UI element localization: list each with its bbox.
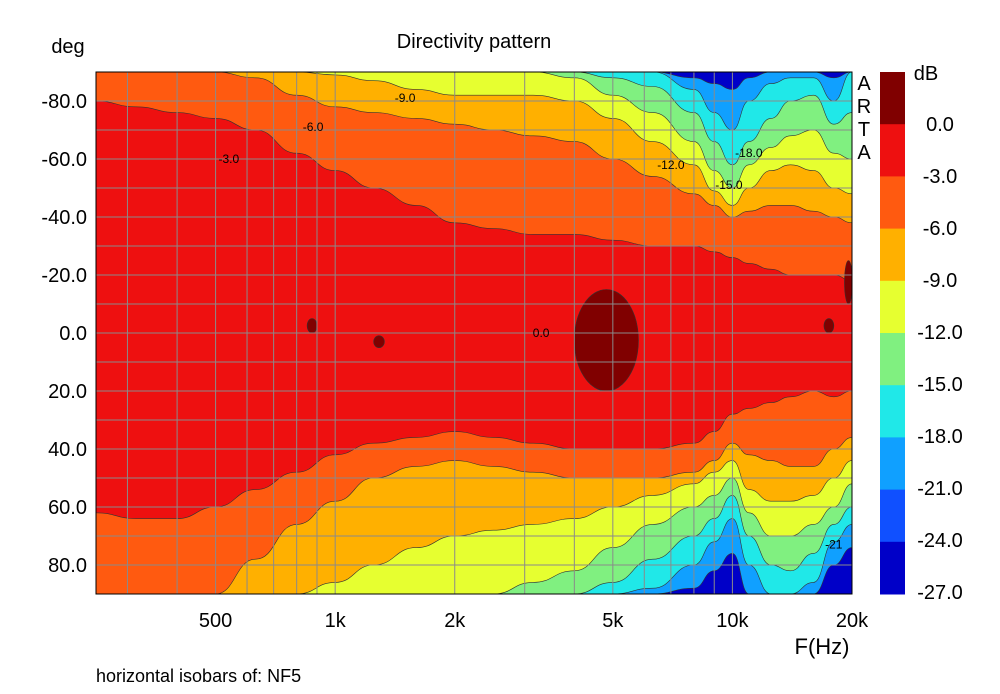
contour-labels: -9.0 -6.0 -3.0 -12.0 -18.0 -15.0 0.0 -21 [219, 91, 843, 552]
contour-label: -18.0 [735, 146, 763, 160]
x-tick-labels: 500 1k 2k 5k 10k 20k [199, 610, 869, 632]
peak-region-4 [844, 260, 852, 305]
colorbar-unit: dB [914, 63, 938, 85]
chart-title: Directivity pattern [397, 31, 552, 53]
plot-frame [95, 71, 853, 595]
contour-label: -6.0 [303, 120, 324, 134]
y-tick-labels: -80.0 -60.0 -40.0 -20.0 0.0 20.0 40.0 60.0 80.0 [41, 91, 87, 577]
x-tick-label: 1k [325, 610, 347, 632]
y-tick-label: 0.0 [59, 323, 87, 345]
peak-region-1 [306, 318, 318, 334]
x-tick-label: 10k [716, 610, 749, 632]
y-tick-label: 40.0 [48, 439, 87, 461]
watermark-letter: A [857, 142, 871, 164]
peak-region-2 [373, 335, 385, 349]
y-tick-label: -60.0 [41, 149, 87, 171]
y-tick-label: 80.0 [48, 555, 87, 577]
contour-label: -15.0 [715, 178, 743, 192]
contour-label: -3.0 [219, 152, 240, 166]
contour-label: 0.0 [533, 326, 550, 340]
x-tick-label: 20k [836, 610, 869, 632]
x-axis-label: F(Hz) [795, 634, 850, 659]
x-tick-label: 2k [444, 610, 466, 632]
colorbar-swatch [880, 72, 905, 125]
y-axis-label: deg [51, 36, 84, 58]
watermark-letter: R [857, 96, 871, 118]
colorbar-tick-label: -12.0 [917, 322, 963, 344]
contour-label: -9.0 [395, 91, 416, 105]
colorbar-swatch [880, 437, 905, 491]
colorbar: dB 0.0 -3.0 -6.0 -9.0 -12.0 -15.0 -18.0 -21.0 -2… [880, 63, 963, 604]
y-tick-label: -80.0 [41, 91, 87, 113]
colorbar-swatch [880, 124, 905, 177]
contour-label: -12.0 [657, 158, 685, 172]
colorbar-tick-label: -18.0 [917, 426, 963, 448]
x-tick-label: 5k [602, 610, 624, 632]
colorbar-swatch [880, 489, 905, 543]
watermark-letter: T [858, 119, 870, 141]
footer-note: horizontal isobars of: NF5 [96, 666, 302, 686]
colorbar-swatch [880, 333, 905, 386]
grid-lines [96, 72, 852, 594]
colorbar-swatch [880, 541, 905, 595]
y-tick-label: -40.0 [41, 207, 87, 229]
y-tick-label: 20.0 [48, 381, 87, 403]
colorbar-tick-label: 0.0 [926, 114, 954, 136]
colorbar-tick-label: -3.0 [923, 166, 957, 188]
peak-region-3 [823, 318, 835, 334]
y-tick-label: 60.0 [48, 497, 87, 519]
colorbar-swatch [880, 228, 905, 282]
peak-region-0 [574, 289, 639, 392]
colorbar-swatch [880, 176, 905, 230]
watermark-letter: A [857, 73, 871, 95]
colorbar-tick-label: -24.0 [917, 530, 963, 552]
colorbar-tick-label: -27.0 [917, 582, 963, 604]
colorbar-tick-label: -15.0 [917, 374, 963, 396]
band-level--3_0 [96, 100, 852, 519]
contour-label: -21 [825, 538, 843, 552]
y-tick-label: -20.0 [41, 265, 87, 287]
colorbar-tick-label: -21.0 [917, 478, 963, 500]
x-tick-label: 500 [199, 610, 232, 632]
colorbar-tick-label: -6.0 [923, 218, 957, 240]
colorbar-swatch [880, 385, 905, 438]
colorbar-swatch [880, 280, 905, 334]
colorbar-tick-label: -9.0 [923, 270, 957, 292]
